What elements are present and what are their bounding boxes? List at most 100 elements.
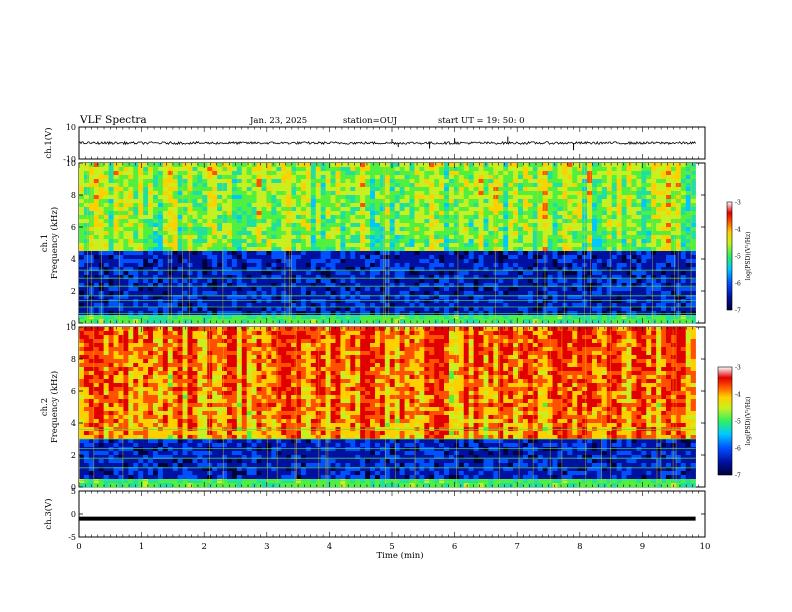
spectrogram-cell: [330, 211, 336, 216]
spectrogram-cell: [246, 195, 252, 200]
spectrogram-cell: [439, 167, 445, 172]
spectrogram-cell: [577, 175, 583, 180]
spectrogram-cell: [217, 235, 223, 240]
spectrogram-cell: [513, 203, 519, 208]
spectrogram-cell: [379, 187, 386, 192]
spectrogram-cell: [162, 183, 169, 188]
spectrogram-cell: [212, 275, 218, 280]
spectrogram-cell: [162, 275, 169, 280]
spectrogram-cell: [93, 175, 100, 180]
spectrogram-cell: [79, 187, 85, 192]
spectrogram-cell: [335, 175, 341, 180]
spectrogram-cell: [231, 319, 238, 324]
spectrogram-cell: [399, 247, 405, 252]
spectrogram-cell: [419, 163, 425, 168]
spectrogram-cell: [187, 299, 193, 304]
spectrogram-cell: [360, 191, 366, 196]
spectrogram-cell: [444, 167, 450, 172]
spectrogram-cell: [330, 255, 336, 260]
spectrogram-cell: [670, 227, 677, 232]
spectrogram-cell: [143, 199, 149, 204]
spectrogram-cell: [143, 203, 149, 208]
spectrogram-cell: [616, 267, 622, 272]
spectrogram-cell: [103, 259, 109, 264]
spectrogram-cell: [592, 255, 598, 260]
spectrogram-cell: [157, 215, 164, 220]
spectrogram-cell: [518, 175, 524, 180]
spectrogram-cell: [182, 227, 188, 232]
spectrogram-cell: [261, 191, 267, 196]
spectrogram-cell: [453, 283, 460, 288]
spectrogram-cell: [518, 279, 524, 284]
spectrogram-cell: [572, 243, 578, 248]
spectrogram-cell: [685, 199, 691, 204]
spectrogram-cell: [670, 267, 677, 272]
spectrogram-cell: [429, 291, 435, 296]
spectrogram-cell: [611, 315, 617, 320]
spectrogram-cell: [394, 315, 400, 320]
spectrogram-cell: [661, 183, 667, 188]
spectrogram-cell: [448, 283, 455, 288]
spectrogram-cell: [601, 167, 608, 172]
spectrogram-cell: [355, 275, 361, 280]
spectrogram-cell: [434, 215, 440, 220]
spectrogram-cell: [246, 319, 252, 324]
spectrogram-cell: [266, 187, 272, 192]
spectrogram-cell: [108, 167, 114, 172]
spectrogram-cell: [330, 167, 336, 172]
spectrogram-cell: [340, 203, 346, 208]
spectrogram-cell: [305, 255, 312, 260]
spectrogram-cell: [493, 167, 499, 172]
spectrogram-cell: [374, 227, 381, 232]
spectrogram-cell: [138, 283, 144, 288]
spectrogram-cell: [177, 171, 183, 176]
spectrogram-cell: [355, 187, 361, 192]
spectrogram-cell: [202, 203, 208, 208]
spectrogram-cell: [621, 287, 627, 292]
spectrogram-cell: [217, 191, 223, 196]
spectrogram-cell: [93, 303, 100, 308]
spectrogram-cell: [444, 203, 450, 208]
spectrogram-cell: [498, 175, 504, 180]
spectrogram-cell: [601, 235, 608, 240]
spectrogram-cell: [271, 239, 277, 244]
spectrogram-cell: [192, 271, 198, 276]
spectrogram-cell: [537, 235, 543, 240]
spectrogram-cell: [330, 199, 336, 204]
spectrogram-cell: [335, 303, 341, 308]
spectrogram-cell: [641, 255, 647, 260]
spectrogram-cell: [532, 227, 539, 232]
spectrogram-cell: [611, 195, 617, 200]
spectrogram-cell: [172, 231, 178, 236]
spectrogram-cell: [246, 179, 252, 184]
spectrogram-cell: [626, 203, 632, 208]
spectrogram-cell: [148, 199, 154, 204]
spectrogram-cell: [592, 231, 598, 236]
spectrogram-cell: [103, 315, 109, 320]
spectrogram-cell: [83, 275, 90, 280]
spectrogram-cell: [226, 179, 233, 184]
spectrogram-cell: [498, 315, 504, 320]
spectrogram-cell: [636, 235, 642, 240]
spectrogram-cell: [350, 211, 356, 216]
spectrogram-cell: [241, 183, 248, 188]
spectrogram-cell: [365, 263, 371, 268]
spectrogram-cell: [547, 267, 553, 272]
spectrogram-cell: [503, 179, 509, 184]
spectrogram-cell: [434, 291, 440, 296]
spectrogram-cell: [374, 187, 381, 192]
spectrogram-cell: [108, 271, 114, 276]
spectrogram-cell: [557, 267, 563, 272]
spectrogram-cell: [231, 179, 238, 184]
spectrogram-cell: [315, 283, 322, 288]
spectrogram-cell: [296, 295, 302, 300]
spectrogram-cell: [340, 163, 346, 168]
spectrogram-cell: [478, 295, 484, 300]
spectrogram-cell: [182, 283, 188, 288]
spectrogram-cell: [651, 259, 657, 264]
spectrogram-cell: [231, 291, 238, 296]
spectrogram-cell: [587, 175, 593, 180]
spectrogram-cell: [172, 179, 178, 184]
spectrogram-cell: [103, 215, 109, 220]
spectrogram-cell: [379, 271, 386, 276]
